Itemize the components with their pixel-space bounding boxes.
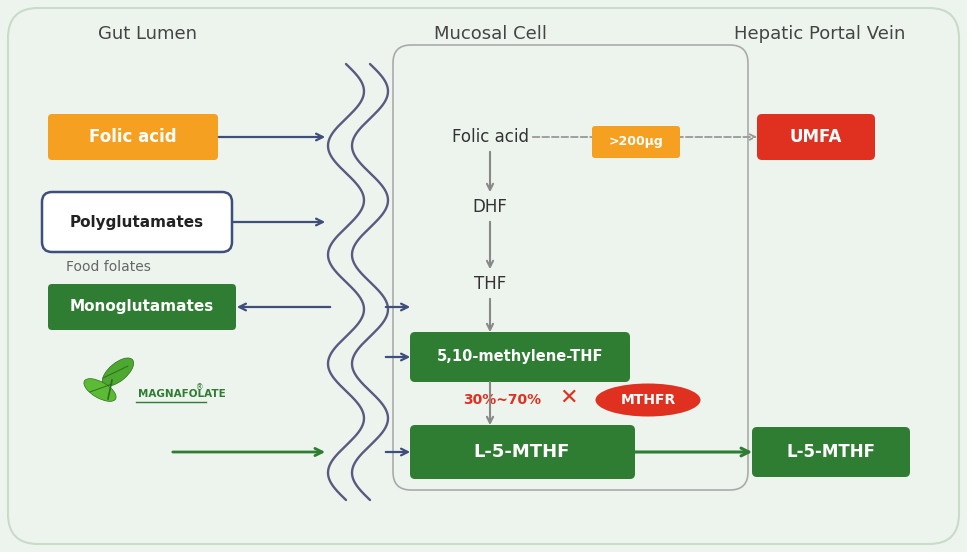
Text: Folic acid: Folic acid <box>452 128 529 146</box>
Text: THF: THF <box>474 275 506 293</box>
FancyBboxPatch shape <box>592 126 680 158</box>
Text: Mucosal Cell: Mucosal Cell <box>433 25 546 43</box>
Text: Food folates: Food folates <box>66 260 151 274</box>
FancyBboxPatch shape <box>48 284 236 330</box>
Text: Gut Lumen: Gut Lumen <box>99 25 197 43</box>
FancyBboxPatch shape <box>410 425 635 479</box>
Text: ✕: ✕ <box>559 388 577 408</box>
Text: Monoglutamates: Monoglutamates <box>70 300 214 315</box>
Text: Folic acid: Folic acid <box>89 128 177 146</box>
Text: 5,10-methylene-THF: 5,10-methylene-THF <box>437 349 603 364</box>
Text: L-5-MTHF: L-5-MTHF <box>786 443 875 461</box>
Text: MTHFR: MTHFR <box>621 393 676 407</box>
Text: 30%~70%: 30%~70% <box>463 393 542 407</box>
FancyBboxPatch shape <box>42 192 232 252</box>
FancyBboxPatch shape <box>752 427 910 477</box>
Text: UMFA: UMFA <box>790 128 842 146</box>
Text: L-5-MTHF: L-5-MTHF <box>474 443 571 461</box>
Text: Hepatic Portal Vein: Hepatic Portal Vein <box>734 25 906 43</box>
Text: Polyglutamates: Polyglutamates <box>70 215 204 230</box>
FancyBboxPatch shape <box>8 8 959 544</box>
Ellipse shape <box>103 358 133 386</box>
Text: >200μg: >200μg <box>608 135 663 148</box>
Ellipse shape <box>84 379 116 401</box>
Ellipse shape <box>596 384 700 417</box>
Text: MAGNAFOLATE: MAGNAFOLATE <box>138 389 225 399</box>
FancyBboxPatch shape <box>757 114 875 160</box>
Text: ®: ® <box>196 384 203 392</box>
FancyBboxPatch shape <box>48 114 218 160</box>
Text: DHF: DHF <box>473 198 508 216</box>
FancyBboxPatch shape <box>410 332 630 382</box>
